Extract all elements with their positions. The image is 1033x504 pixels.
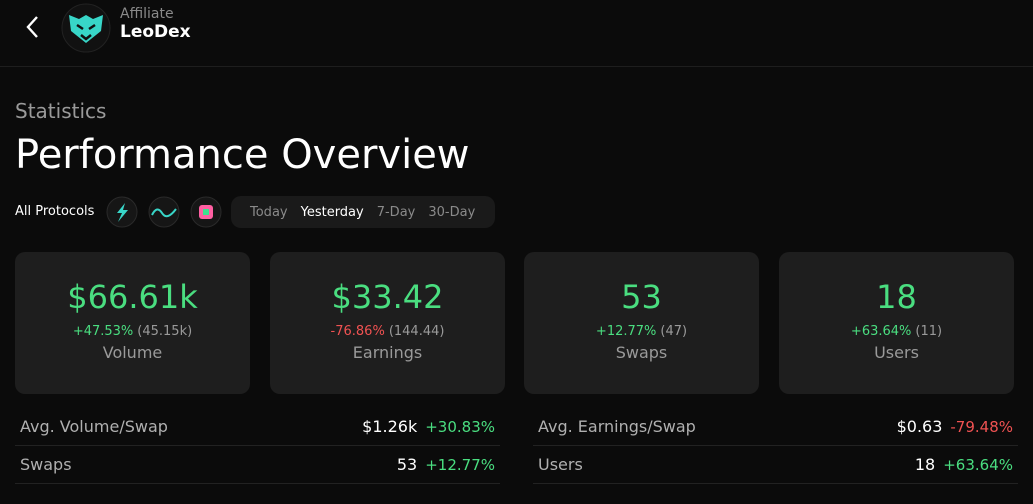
stat-change: +12.77%	[595, 324, 657, 339]
protocol-filter[interactable]: All Protocols	[15, 204, 95, 219]
stat-label: Volume	[102, 343, 163, 362]
stat-value: 53	[621, 278, 662, 316]
metric-change: +30.83%	[425, 417, 495, 436]
section-eyebrow: Statistics	[15, 99, 107, 123]
period-option[interactable]: Today	[250, 204, 288, 220]
stat-previous: (144.44)	[388, 324, 445, 339]
stat-card: 53 +12.77% (47) Swaps	[524, 252, 759, 394]
stat-label: Swaps	[615, 343, 668, 362]
header	[0, 0, 1033, 67]
stat-card: $66.61k +47.53% (45.15k) Volume	[15, 252, 250, 394]
period-option[interactable]: Yesterday	[300, 204, 364, 220]
metric-label: Users	[538, 455, 583, 474]
metric-label: Swaps	[20, 455, 72, 474]
affiliate-name: LeoDex	[120, 22, 191, 42]
stat-change: +47.53%	[72, 324, 134, 339]
stat-previous: (45.15k)	[137, 324, 193, 339]
stat-change-line: -76.86% (144.44)	[270, 324, 505, 339]
period-option[interactable]: 7-Day	[376, 204, 416, 220]
back-button[interactable]	[18, 12, 48, 42]
stat-change-line: +12.77% (47)	[524, 324, 759, 339]
stat-label: Users	[874, 343, 919, 362]
metric-change: +63.64%	[943, 455, 1013, 474]
stat-value: $66.61k	[67, 278, 198, 316]
metric-change: +12.77%	[425, 455, 495, 474]
stat-previous: (11)	[915, 324, 943, 339]
metric-row: Avg. Volume/Swap $1.26k +30.83%	[15, 408, 500, 446]
metric-row: Swaps 53 +12.77%	[15, 446, 500, 484]
affiliate-label: Affiliate	[120, 6, 174, 22]
metric-label: Avg. Volume/Swap	[20, 417, 168, 436]
metric-change: -79.48%	[950, 417, 1013, 436]
stat-card: 18 +63.64% (11) Users	[779, 252, 1014, 394]
metric-row: Users 18 +63.64%	[533, 446, 1018, 484]
metric-value: $1.26k	[362, 417, 418, 436]
stat-change-line: +63.64% (11)	[779, 324, 1014, 339]
page-title: Performance Overview	[15, 132, 470, 178]
metric-value: 53	[396, 455, 418, 474]
protocol-icons[interactable]	[104, 195, 224, 229]
stat-value: 18	[876, 278, 917, 316]
stat-previous: (47)	[660, 324, 688, 339]
stat-label: Earnings	[352, 343, 423, 362]
stat-change-line: +47.53% (45.15k)	[15, 324, 250, 339]
metric-label: Avg. Earnings/Swap	[538, 417, 696, 436]
metric-value: $0.63	[896, 417, 943, 436]
period-selector: Today Yesterday 7-Day 30-Day	[231, 196, 495, 228]
stat-value: $33.42	[331, 278, 444, 316]
stat-change: -76.86%	[330, 324, 385, 339]
period-option[interactable]: 30-Day	[428, 204, 476, 220]
metric-value: 18	[914, 455, 936, 474]
stat-change: +63.64%	[850, 324, 912, 339]
metric-row: Avg. Earnings/Swap $0.63 -79.48%	[533, 408, 1018, 446]
logo	[61, 3, 111, 53]
stat-card: $33.42 -76.86% (144.44) Earnings	[270, 252, 505, 394]
